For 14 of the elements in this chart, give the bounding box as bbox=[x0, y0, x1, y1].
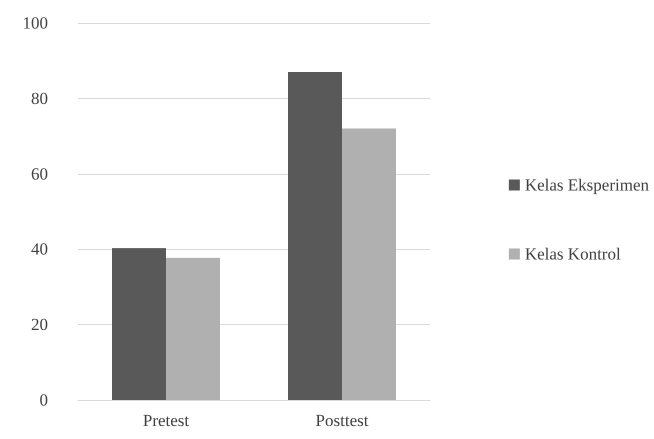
x-tick-label: Posttest bbox=[316, 411, 369, 430]
bar bbox=[112, 248, 166, 400]
y-tick-label: 100 bbox=[22, 14, 48, 32]
y-tick-label: 40 bbox=[31, 240, 48, 259]
legend-label: Kelas Eksperimen bbox=[524, 176, 650, 194]
y-tick-label: 20 bbox=[31, 315, 48, 334]
bar bbox=[166, 258, 220, 400]
y-tick-label: 0 bbox=[40, 390, 48, 410]
bar bbox=[288, 72, 342, 400]
legend-label: Kelas Kontrol bbox=[524, 244, 621, 264]
y-tick-label: 80 bbox=[31, 88, 48, 108]
y-tick-label: 60 bbox=[31, 164, 48, 184]
bar bbox=[342, 128, 396, 400]
x-tick-label: Pretest bbox=[142, 411, 190, 430]
